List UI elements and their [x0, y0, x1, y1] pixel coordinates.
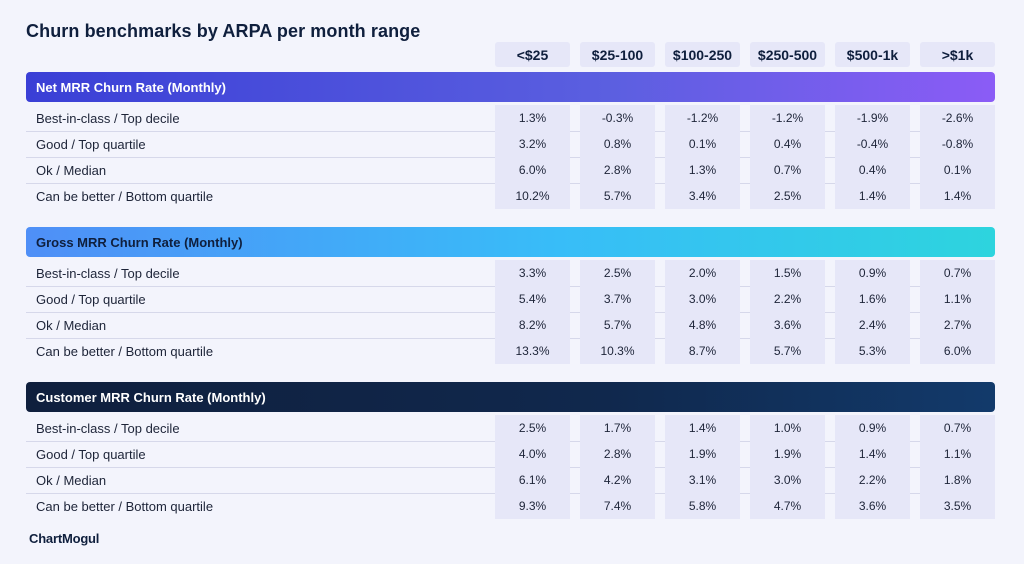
value-cell: 4.8% — [665, 312, 740, 338]
row-label: Good / Top quartile — [36, 136, 146, 152]
value-cell: 6.1% — [495, 467, 570, 493]
row-label: Ok / Median — [36, 317, 107, 333]
value-cell: 2.4% — [835, 312, 910, 338]
row-label: Can be better / Bottom quartile — [36, 498, 214, 514]
column-header: $500-1k — [835, 42, 910, 67]
value-cell: 0.4% — [750, 131, 825, 157]
value-cell: 1.1% — [920, 286, 995, 312]
row-label: Best-in-class / Top decile — [36, 420, 180, 436]
value-cell: 0.8% — [580, 131, 655, 157]
value-cell: 2.2% — [750, 286, 825, 312]
row-label: Good / Top quartile — [36, 291, 146, 307]
value-cell: 7.4% — [580, 493, 655, 519]
value-cell: 1.3% — [665, 157, 740, 183]
value-cell: 5.7% — [750, 338, 825, 364]
value-cell: 1.8% — [920, 467, 995, 493]
value-cell: 8.7% — [665, 338, 740, 364]
value-cell: 2.5% — [580, 260, 655, 286]
value-cell: 10.2% — [495, 183, 570, 209]
value-cell: 1.3% — [495, 105, 570, 131]
chart-title: Churn benchmarks by ARPA per month range — [26, 21, 421, 41]
value-cell: -0.3% — [580, 105, 655, 131]
value-cell: 0.7% — [750, 157, 825, 183]
value-cell: 9.3% — [495, 493, 570, 519]
row-label: Can be better / Bottom quartile — [36, 188, 214, 204]
value-cell: 3.2% — [495, 131, 570, 157]
value-cell: 2.5% — [750, 183, 825, 209]
column-header: $250-500 — [750, 42, 825, 67]
value-cell: 3.7% — [580, 286, 655, 312]
value-cell: 1.4% — [920, 183, 995, 209]
value-cell: 1.4% — [835, 441, 910, 467]
value-cell: 3.4% — [665, 183, 740, 209]
value-cell: 4.2% — [580, 467, 655, 493]
value-cell: 2.8% — [580, 441, 655, 467]
row-label: Best-in-class / Top decile — [36, 110, 180, 126]
value-cell: 3.5% — [920, 493, 995, 519]
value-cell: 13.3% — [495, 338, 570, 364]
value-cell: 2.0% — [665, 260, 740, 286]
row-label: Ok / Median — [36, 472, 107, 488]
value-cell: 0.7% — [920, 415, 995, 441]
value-cell: 0.1% — [665, 131, 740, 157]
column-header: <$25 — [495, 42, 570, 67]
column-header: >$1k — [920, 42, 995, 67]
value-cell: 5.4% — [495, 286, 570, 312]
value-cell: 1.0% — [750, 415, 825, 441]
value-cell: 10.3% — [580, 338, 655, 364]
chartmogul-logo: ChartMogul — [29, 531, 100, 546]
value-cell: 1.4% — [665, 415, 740, 441]
value-cell: 1.1% — [920, 441, 995, 467]
value-cell: 0.9% — [835, 415, 910, 441]
row-label: Good / Top quartile — [36, 446, 146, 462]
value-cell: 4.7% — [750, 493, 825, 519]
customer-mrr-churn-header: Customer MRR Churn Rate (Monthly) — [26, 382, 995, 412]
column-header: $25-100 — [580, 42, 655, 67]
value-cell: 1.7% — [580, 415, 655, 441]
value-cell: 1.9% — [665, 441, 740, 467]
value-cell: -1.2% — [665, 105, 740, 131]
value-cell: 6.0% — [495, 157, 570, 183]
row-label: Ok / Median — [36, 162, 107, 178]
value-cell: 5.7% — [580, 183, 655, 209]
value-cell: 0.9% — [835, 260, 910, 286]
value-cell: 3.1% — [665, 467, 740, 493]
value-cell: 1.9% — [750, 441, 825, 467]
value-cell: 1.4% — [835, 183, 910, 209]
gross-mrr-churn-header: Gross MRR Churn Rate (Monthly) — [26, 227, 995, 257]
value-cell: -0.4% — [835, 131, 910, 157]
value-cell: 2.8% — [580, 157, 655, 183]
value-cell: 5.7% — [580, 312, 655, 338]
value-cell: 0.4% — [835, 157, 910, 183]
value-cell: 3.0% — [665, 286, 740, 312]
value-cell: 1.6% — [835, 286, 910, 312]
value-cell: -2.6% — [920, 105, 995, 131]
value-cell: 4.0% — [495, 441, 570, 467]
value-cell: 5.3% — [835, 338, 910, 364]
value-cell: -0.8% — [920, 131, 995, 157]
row-label: Can be better / Bottom quartile — [36, 343, 214, 359]
value-cell: 3.0% — [750, 467, 825, 493]
value-cell: 2.7% — [920, 312, 995, 338]
net-mrr-churn-header: Net MRR Churn Rate (Monthly) — [26, 72, 995, 102]
value-cell: 2.5% — [495, 415, 570, 441]
value-cell: 0.7% — [920, 260, 995, 286]
value-cell: 6.0% — [920, 338, 995, 364]
value-cell: -1.2% — [750, 105, 825, 131]
value-cell: 3.3% — [495, 260, 570, 286]
value-cell: 3.6% — [835, 493, 910, 519]
value-cell: 3.6% — [750, 312, 825, 338]
row-label: Best-in-class / Top decile — [36, 265, 180, 281]
value-cell: 1.5% — [750, 260, 825, 286]
column-header: $100-250 — [665, 42, 740, 67]
value-cell: 0.1% — [920, 157, 995, 183]
value-cell: 5.8% — [665, 493, 740, 519]
value-cell: -1.9% — [835, 105, 910, 131]
value-cell: 2.2% — [835, 467, 910, 493]
value-cell: 8.2% — [495, 312, 570, 338]
